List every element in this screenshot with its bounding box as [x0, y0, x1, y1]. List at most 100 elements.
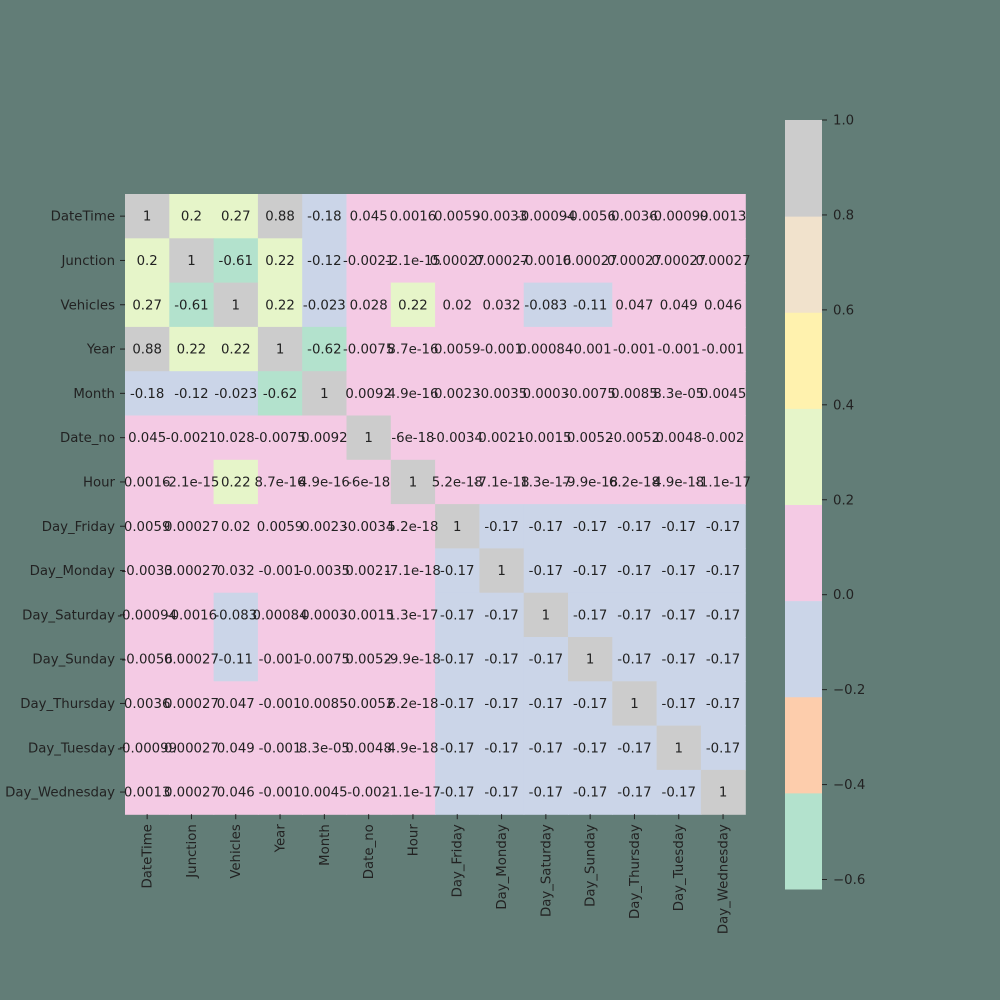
heatmap-cell-6-3: [257, 459, 303, 505]
cell-annotation-4-8: -0.0035: [476, 387, 527, 402]
cell-annotation-7-5: -0.0034: [343, 520, 394, 535]
cell-annotation-7-13: -0.17: [706, 520, 740, 535]
heatmap-annotations: 1 0.2 0.27 0.88 -0.18 0.045 0.00160.0059-0.003…: [117, 210, 751, 801]
cell-annotation-0-5: 0.045: [350, 210, 388, 225]
heatmap-cell-3-6: [390, 326, 436, 372]
cell-annotation-12-3: -0.001: [259, 741, 302, 756]
heatmap-cell-4-7: [435, 371, 480, 417]
colorbar-segment-7: [785, 120, 822, 217]
cell-annotation-1-8: 0.00027: [474, 254, 529, 269]
heatmap-cell-2-8: [479, 282, 525, 328]
cell-annotation-12-0: -0.00099: [117, 741, 177, 756]
cell-annotation-4-10: -0.0075: [564, 387, 615, 402]
x-tick-label-9: Day_Saturday: [539, 824, 554, 917]
heatmap-cell-5-5: [346, 415, 392, 461]
heatmap-cell-0-7: [435, 194, 480, 239]
cell-annotation-11-6: 6.2e-18: [387, 697, 438, 712]
cell-annotation-8-2: 0.032: [217, 564, 255, 579]
y-tick-label-6: Hour: [83, 475, 116, 490]
cell-annotation-10-7: -0.17: [440, 653, 474, 668]
heatmap-cell-0-8: [479, 194, 525, 239]
heatmap-cell-2-4: [302, 282, 348, 328]
heatmap-cell-4-10: [568, 371, 613, 417]
cell-annotation-3-1: 0.22: [177, 343, 207, 358]
heatmap-cell-7-9: [523, 504, 569, 549]
cell-annotation-5-5: 1: [364, 431, 372, 446]
heatmap-cell-6-13: [700, 459, 746, 505]
cell-annotation-0-1: 0.2: [181, 210, 202, 225]
heatmap-cell-8-7: [435, 548, 480, 594]
heatmap-cell-5-2: [213, 415, 259, 461]
heatmap-cell-3-4: [302, 326, 348, 372]
heatmap-cell-9-0: [125, 592, 170, 638]
heatmap-cell-9-12: [656, 592, 702, 638]
heatmap-cell-10-3: [257, 637, 303, 682]
cell-annotation-9-6: 1.3e-17: [387, 608, 438, 623]
cell-annotation-2-4: -0.023: [303, 298, 346, 313]
cell-annotation-10-9: -0.17: [529, 653, 563, 668]
y-tick-label-8: Day_Monday: [30, 564, 116, 579]
heatmap-cell-3-13: [700, 326, 746, 372]
cell-annotation-13-12: -0.17: [662, 786, 696, 801]
colorbar-tick-label-0: −0.6: [833, 873, 865, 888]
heatmap-cell-0-4: [302, 194, 348, 239]
heatmap-cell-2-12: [656, 282, 702, 328]
heatmap-cell-3-7: [435, 326, 480, 372]
cell-annotation-0-7: 0.0059: [434, 210, 481, 225]
heatmap-cell-0-13: [700, 194, 746, 239]
heatmap-cell-2-1: [169, 282, 215, 328]
cell-annotation-9-8: -0.17: [484, 608, 518, 623]
y-tick-label-1: Junction: [60, 254, 115, 269]
heatmap-cell-0-10: [568, 194, 613, 239]
cell-annotation-6-12: 4.9e-18: [653, 475, 704, 490]
cell-annotation-3-12: -0.001: [657, 343, 700, 358]
heatmap-cell-9-2: [213, 592, 259, 638]
cell-annotation-8-5: 0.0021: [345, 564, 392, 579]
cell-annotation-1-12: 0.00027: [651, 254, 706, 269]
heatmap-cell-10-1: [169, 637, 215, 682]
cell-annotation-1-1: 1: [187, 254, 195, 269]
heatmap-cell-10-8: [479, 637, 525, 682]
cell-annotation-5-13: -0.002: [702, 431, 745, 446]
heatmap-cell-13-0: [125, 769, 170, 815]
cell-annotation-2-13: 0.046: [704, 298, 742, 313]
y-tick-label-9: Day_Saturday: [22, 608, 115, 623]
heatmap-cell-11-2: [213, 681, 259, 727]
heatmap-cell-1-10: [568, 238, 613, 284]
cell-annotation-12-4: 8.3e-05: [299, 741, 350, 756]
heatmap-cell-0-0: [125, 194, 170, 239]
heatmap-cell-12-5: [346, 725, 392, 771]
heatmap-cell-5-7: [435, 415, 480, 461]
cell-annotation-10-5: 0.0052: [345, 653, 392, 668]
colorbar-segment-4: [785, 408, 822, 506]
cell-annotation-1-7: 0.00027: [430, 254, 485, 269]
cell-annotation-1-4: -0.12: [307, 254, 341, 269]
heatmap-cell-13-4: [302, 769, 348, 815]
heatmap-cell-12-8: [479, 725, 525, 771]
cell-annotation-6-0: 0.0016: [124, 475, 171, 490]
cell-annotation-4-7: 0.0023: [434, 387, 481, 402]
heatmap-cell-9-5: [346, 592, 392, 638]
cell-annotation-3-8: -0.001: [480, 343, 523, 358]
cell-annotation-11-4: 0.0085: [301, 697, 348, 712]
colorbar-tick-label-7: 0.8: [833, 208, 854, 223]
heatmap-cell-9-13: [700, 592, 746, 638]
cell-annotation-9-7: -0.17: [440, 608, 474, 623]
cell-annotation-0-8: -0.0033: [476, 210, 527, 225]
heatmap-cell-1-2: [213, 238, 259, 284]
heatmap-cell-5-8: [479, 415, 525, 461]
cell-annotation-10-2: -0.11: [219, 653, 253, 668]
cell-annotation-11-1: 0.00027: [164, 697, 219, 712]
cell-annotation-10-11: -0.17: [617, 653, 651, 668]
heatmap-cell-13-11: [612, 769, 658, 815]
heatmap-cell-12-11: [612, 725, 658, 771]
heatmap-cell-11-7: [435, 681, 480, 727]
cell-annotation-13-7: -0.17: [440, 786, 474, 801]
cell-annotation-13-11: -0.17: [617, 786, 651, 801]
cell-annotation-4-11: 0.0085: [611, 387, 658, 402]
cell-annotation-2-3: 0.22: [265, 298, 295, 313]
heatmap-cell-5-4: [302, 415, 348, 461]
heatmap-cell-12-3: [257, 725, 303, 771]
heatmap-cell-7-10: [568, 504, 613, 549]
cell-annotation-4-12: 8.3e-05: [653, 387, 704, 402]
